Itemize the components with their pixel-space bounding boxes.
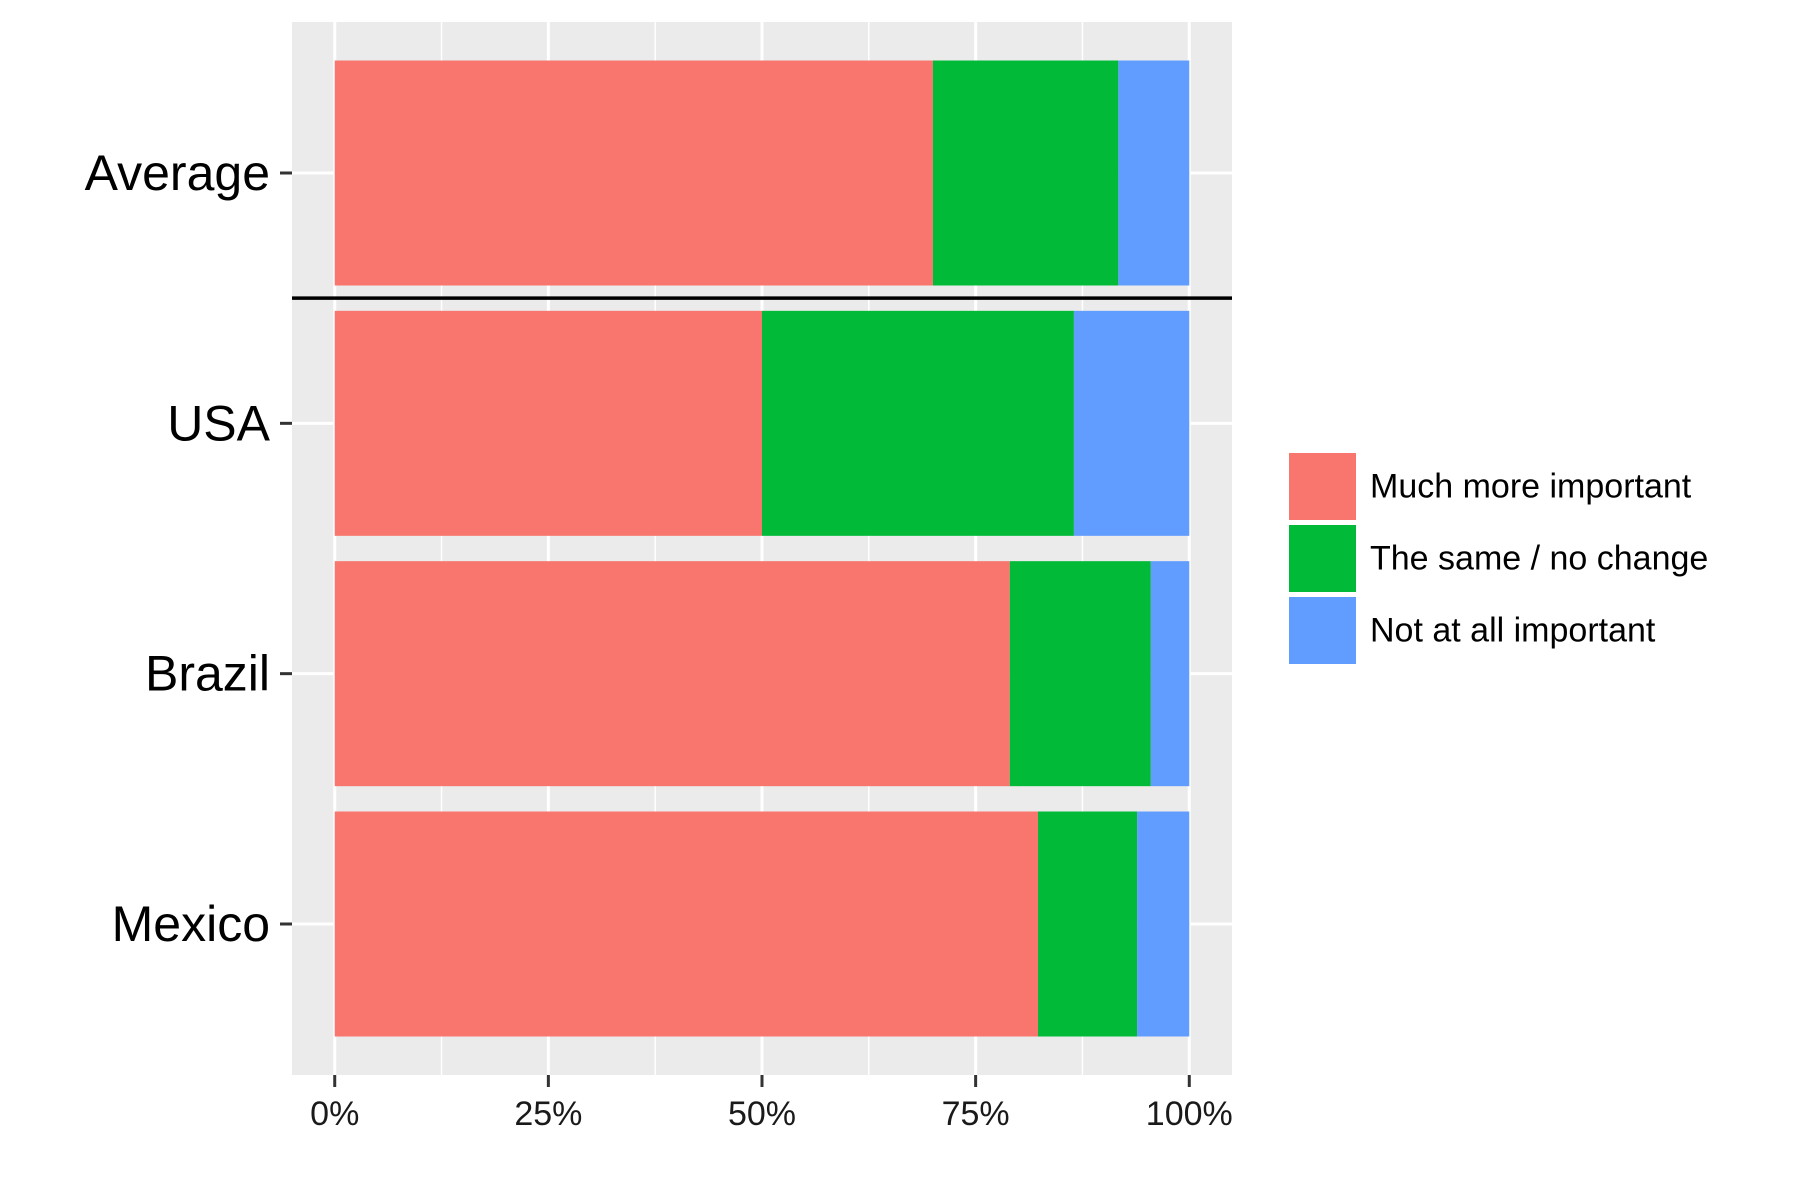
x-tick-label: 0% [310, 1095, 359, 1133]
legend-label-much-more-important: Much more important [1370, 468, 1692, 506]
bar-brazil-not-at-all-important [1150, 561, 1190, 787]
category-label-mexico: Mexico [112, 896, 270, 952]
category-label-average: Average [85, 145, 270, 201]
legend-key-much-more-important [1289, 453, 1356, 520]
bar-mexico-not-at-all-important [1137, 811, 1190, 1037]
bar-usa-much-more-important [334, 310, 762, 536]
legend-label-the-same-no-change: The same / no change [1370, 540, 1708, 578]
bar-usa-not-at-all-important [1073, 310, 1190, 536]
bar-mexico-the-same-no-change [1038, 811, 1138, 1037]
bar-average-much-more-important [334, 60, 933, 286]
x-tick-label: 100% [1146, 1095, 1233, 1133]
bar-brazil-much-more-important [334, 561, 1010, 787]
legend-label-not-at-all-important: Not at all important [1370, 612, 1656, 650]
x-tick-label: 25% [514, 1095, 582, 1133]
x-tick-label: 75% [942, 1095, 1010, 1133]
bar-brazil-the-same-no-change [1009, 561, 1151, 787]
bar-average-the-same-no-change [932, 60, 1119, 286]
legend-key-not-at-all-important [1289, 597, 1356, 664]
category-label-usa: USA [167, 395, 270, 451]
bar-usa-the-same-no-change [762, 310, 1074, 536]
category-label-brazil: Brazil [145, 646, 270, 702]
x-tick-label: 50% [728, 1095, 796, 1133]
legend-key-the-same-no-change [1289, 525, 1356, 592]
bar-average-not-at-all-important [1118, 60, 1190, 286]
bar-mexico-much-more-important [334, 811, 1039, 1037]
